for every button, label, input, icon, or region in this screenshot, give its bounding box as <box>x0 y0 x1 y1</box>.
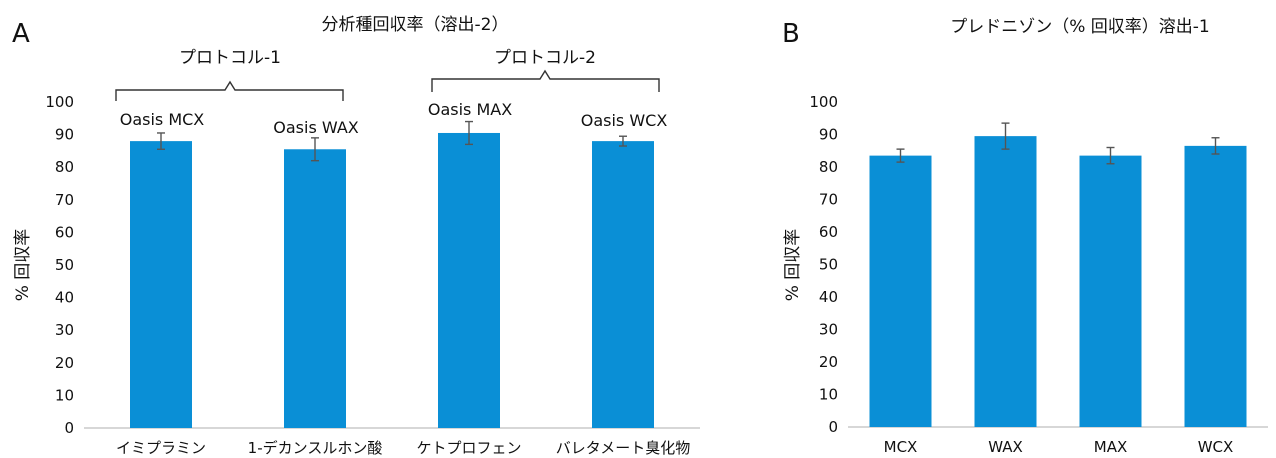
chart-b-category-label: WAX <box>988 438 1023 456</box>
chart-a-bar-annotation: Oasis MAX <box>428 100 512 119</box>
protocol-2-brace <box>431 69 660 92</box>
chart-a-y-tick-label: 80 <box>55 158 74 176</box>
chart-b-title: プレドニゾン（% 回収率）溶出-1 <box>950 17 1210 37</box>
chart-a-y-tick-label: 30 <box>55 321 74 339</box>
chart-b-y-tick-label: 100 <box>809 93 838 111</box>
panel-a-label: A <box>12 19 30 49</box>
panel-b-label: B <box>782 19 800 49</box>
chart-b-category-label: MAX <box>1094 438 1127 456</box>
chart-b-y-tick-label: 30 <box>819 321 838 339</box>
chart-a-category-label: 1-デカンスルホン酸 <box>248 439 383 457</box>
chart-a-y-tick-label: 100 <box>45 93 74 111</box>
chart-a-category-label: ケトプロフェン <box>416 439 521 457</box>
chart-a-plot: 0 10 20 30 40 50 60 70 80 90 100 イミプラミン Oasis MCX 1-デ… <box>45 93 700 457</box>
protocol-1-brace <box>115 80 344 101</box>
chart-b-plot: 0 10 20 30 40 50 60 70 80 90 100 MCX WAX MAX WCX <box>809 93 1268 456</box>
chart-a-y-tick-label: 40 <box>55 289 74 307</box>
chart-a-y-tick-label: 50 <box>55 256 74 274</box>
chart-b-y-tick-label: 70 <box>819 191 838 209</box>
chart-b-ylabel: % 回収率 <box>783 229 803 302</box>
chart-a-bar <box>592 141 654 428</box>
chart-b-y-tick-label: 50 <box>819 256 838 274</box>
chart-a-y-tick-label: 10 <box>55 386 74 404</box>
protocol-2-label: プロトコル-2 <box>494 48 596 68</box>
chart-a-bar <box>130 141 192 428</box>
chart-a-bar <box>284 149 346 428</box>
chart-b-y-tick-label: 40 <box>819 288 838 306</box>
chart-b-y-tick-label: 80 <box>819 158 838 176</box>
chart-a-y-tick-label: 0 <box>64 419 74 437</box>
chart-b-y-tick-label: 10 <box>819 386 838 404</box>
chart-b-bar <box>1079 155 1142 427</box>
chart-a-bar-annotation: Oasis WCX <box>581 111 668 130</box>
chart-a-y-tick-label: 70 <box>55 191 74 209</box>
chart-b-bar <box>1184 145 1247 427</box>
chart-b-bar <box>974 136 1037 427</box>
chart-b-y-tick-label: 90 <box>819 126 838 144</box>
chart-a-y-tick-label: 90 <box>55 126 74 144</box>
chart-b-category-label: WCX <box>1198 438 1234 456</box>
chart-a-bar-annotation: Oasis MCX <box>120 110 205 129</box>
chart-a-title: 分析種回収率（溶出-2） <box>322 15 509 35</box>
chart-a-y-tick-label: 20 <box>55 354 74 372</box>
chart-a-bar <box>438 132 500 428</box>
chart-b-y-tick-label: 60 <box>819 223 838 241</box>
protocol-1-label: プロトコル-1 <box>179 48 281 68</box>
chart-a-category-label: バレタメート臭化物 <box>556 439 691 457</box>
chart-b-y-tick-label: 20 <box>819 353 838 371</box>
chart-a-ylabel: % 回収率 <box>13 229 33 302</box>
chart-a-bar-annotation: Oasis WAX <box>273 118 358 137</box>
chart-a-category-label: イミプラミン <box>116 439 206 457</box>
chart-b-category-label: MCX <box>884 438 918 456</box>
chart-b-bar <box>869 155 932 427</box>
chart-b-y-tick-label: 0 <box>828 418 838 436</box>
chart-a-y-tick-label: 60 <box>55 223 74 241</box>
